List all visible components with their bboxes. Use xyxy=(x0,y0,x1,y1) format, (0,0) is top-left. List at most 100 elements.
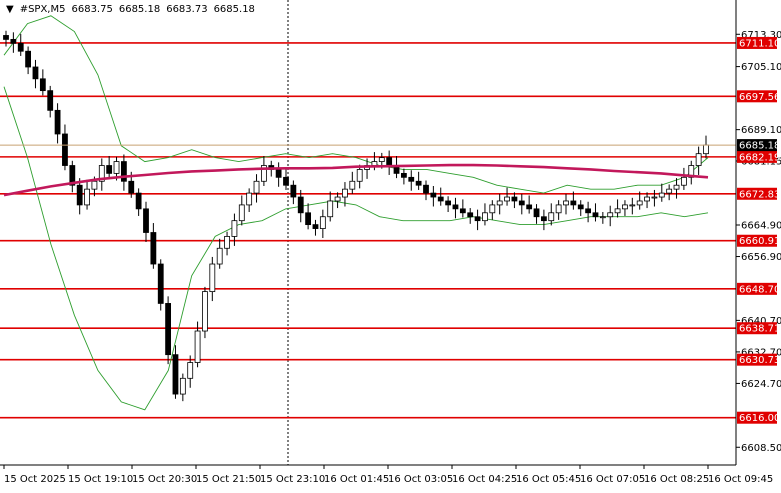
symbol-label: #SPX,M5 xyxy=(19,4,66,15)
x-tick-label: 15 Oct 19:10 xyxy=(68,474,133,485)
candle-body xyxy=(695,153,702,166)
candle-body xyxy=(3,35,9,40)
chart-header: ▼ #SPX,M5 6683.75 6685.18 6683.73 6685.18 xyxy=(6,4,261,15)
level-label-box xyxy=(737,322,777,335)
x-tick-label: 16 Oct 05:45 xyxy=(516,474,581,485)
candle-body xyxy=(599,216,606,219)
level-label-box xyxy=(737,187,777,200)
candle-body xyxy=(290,184,297,198)
close-value: 6685.18 xyxy=(213,4,255,15)
candle-body xyxy=(688,165,695,178)
candle-body xyxy=(504,196,510,202)
candle-body xyxy=(680,176,687,186)
x-tick-label: 16 Oct 01:45 xyxy=(324,474,389,485)
y-tick-label: 6689.10 xyxy=(741,125,781,136)
candle-body xyxy=(533,208,540,218)
candle-body xyxy=(548,212,555,222)
candle-body xyxy=(76,184,83,206)
level-labels: 6711.10 6697.56 6682.19 6672.83 6660.91 6648.… xyxy=(737,36,780,424)
level-label: 6660.91 xyxy=(739,236,780,247)
candle-body xyxy=(430,192,437,198)
candle-body xyxy=(128,180,135,194)
level-label: 6711.10 xyxy=(739,38,780,49)
candle-body xyxy=(408,176,415,182)
candle-body xyxy=(194,330,201,363)
upper-band-line xyxy=(3,15,709,194)
lower-band-line xyxy=(3,86,709,411)
ma-group xyxy=(3,163,709,197)
level-label: 6616.00 xyxy=(739,413,780,424)
candle-body xyxy=(165,303,172,356)
x-tick-label: 15 Oct 2025 xyxy=(4,474,66,485)
x-tick-label: 15 Oct 20:30 xyxy=(132,474,197,485)
candle-body xyxy=(371,161,378,166)
y-tick-label: 6632.70 xyxy=(741,347,781,358)
candle-body xyxy=(614,208,621,214)
candle-body xyxy=(319,216,326,229)
candle-body xyxy=(585,208,592,214)
candle-body xyxy=(120,161,127,182)
level-label-box xyxy=(737,150,777,163)
candle-body xyxy=(135,192,142,210)
level-lines xyxy=(0,42,736,419)
candle-body xyxy=(312,224,319,229)
candle-body xyxy=(570,200,577,206)
y-tick-label: 6664.90 xyxy=(741,221,781,232)
candle-body xyxy=(496,200,503,206)
candle-body xyxy=(703,144,709,155)
level-label-box xyxy=(737,282,777,295)
candle-body xyxy=(651,196,658,199)
candle-body xyxy=(238,204,245,222)
candle-body xyxy=(415,180,422,186)
level-label: 6648.70 xyxy=(739,284,780,295)
level-label: 6682.19 xyxy=(739,152,780,163)
low-value: 6683.73 xyxy=(166,4,208,15)
candle-body xyxy=(437,196,444,202)
candle-body xyxy=(98,165,105,182)
candle-body xyxy=(489,204,496,214)
candle-body xyxy=(334,196,341,202)
candle-body xyxy=(518,200,525,206)
candle-body xyxy=(526,204,533,210)
y-tick-label: 6624.70 xyxy=(741,379,781,390)
candle-body xyxy=(275,169,282,178)
candle-body xyxy=(474,216,481,222)
x-tick-label: 16 Oct 03:05 xyxy=(388,474,453,485)
candle-body xyxy=(349,180,356,190)
candle-body xyxy=(445,200,452,206)
candle-body xyxy=(563,200,569,206)
candle-body xyxy=(54,109,61,135)
y-tick-label: 6705.10 xyxy=(741,62,781,73)
candles-group xyxy=(3,30,709,402)
x-tick-label: 15 Oct 21:50 xyxy=(196,474,261,485)
candle-body xyxy=(231,220,238,237)
level-label-box xyxy=(737,90,777,103)
candle-body xyxy=(209,263,216,293)
candle-body xyxy=(143,208,149,233)
candle-body xyxy=(555,204,562,214)
x-tick-label: 15 Oct 23:10 xyxy=(260,474,325,485)
candle-body xyxy=(666,188,673,194)
candle-body xyxy=(327,200,334,218)
candle-body xyxy=(10,39,17,44)
candle-body xyxy=(459,208,466,214)
bands-group xyxy=(3,15,709,411)
candle-body xyxy=(644,196,650,202)
level-label-box xyxy=(737,234,777,247)
candle-body xyxy=(84,188,90,206)
level-label-box xyxy=(737,411,777,424)
x-tick-label: 16 Oct 07:05 xyxy=(580,474,645,485)
y-tick-label: 6640.70 xyxy=(741,316,781,327)
y-tick-label: 6656.90 xyxy=(741,252,781,263)
level-label: 6638.71 xyxy=(739,324,780,335)
level-label: 6630.73 xyxy=(739,355,780,366)
candle-body xyxy=(253,180,260,194)
header-arrow-icon[interactable]: ▼ xyxy=(6,4,14,15)
candle-body xyxy=(356,169,363,182)
candle-body xyxy=(592,212,599,218)
current-price-label: 6685.18 xyxy=(739,141,780,152)
candle-body xyxy=(540,216,547,222)
candle-body xyxy=(607,212,614,218)
